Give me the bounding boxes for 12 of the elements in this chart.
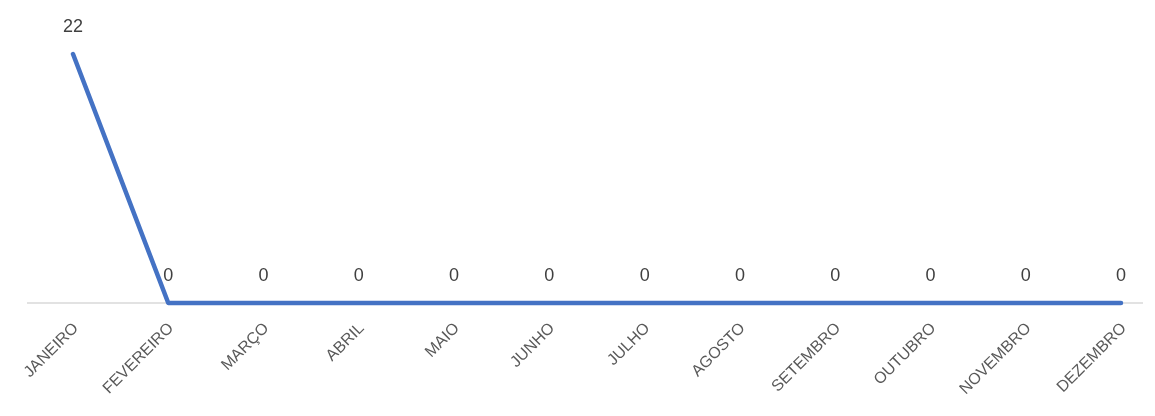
data-label: 0	[258, 265, 269, 285]
data-label: 0	[449, 265, 460, 285]
data-label: 0	[1020, 265, 1031, 285]
data-label: 0	[544, 265, 555, 285]
data-label: 0	[163, 265, 174, 285]
data-label: 0	[1115, 265, 1127, 285]
data-label: 22	[62, 16, 84, 36]
data-label: 0	[830, 265, 841, 285]
data-label: 0	[925, 265, 936, 285]
data-label: 0	[639, 265, 650, 285]
data-label: 0	[353, 265, 364, 285]
data-label: 0	[734, 265, 745, 285]
